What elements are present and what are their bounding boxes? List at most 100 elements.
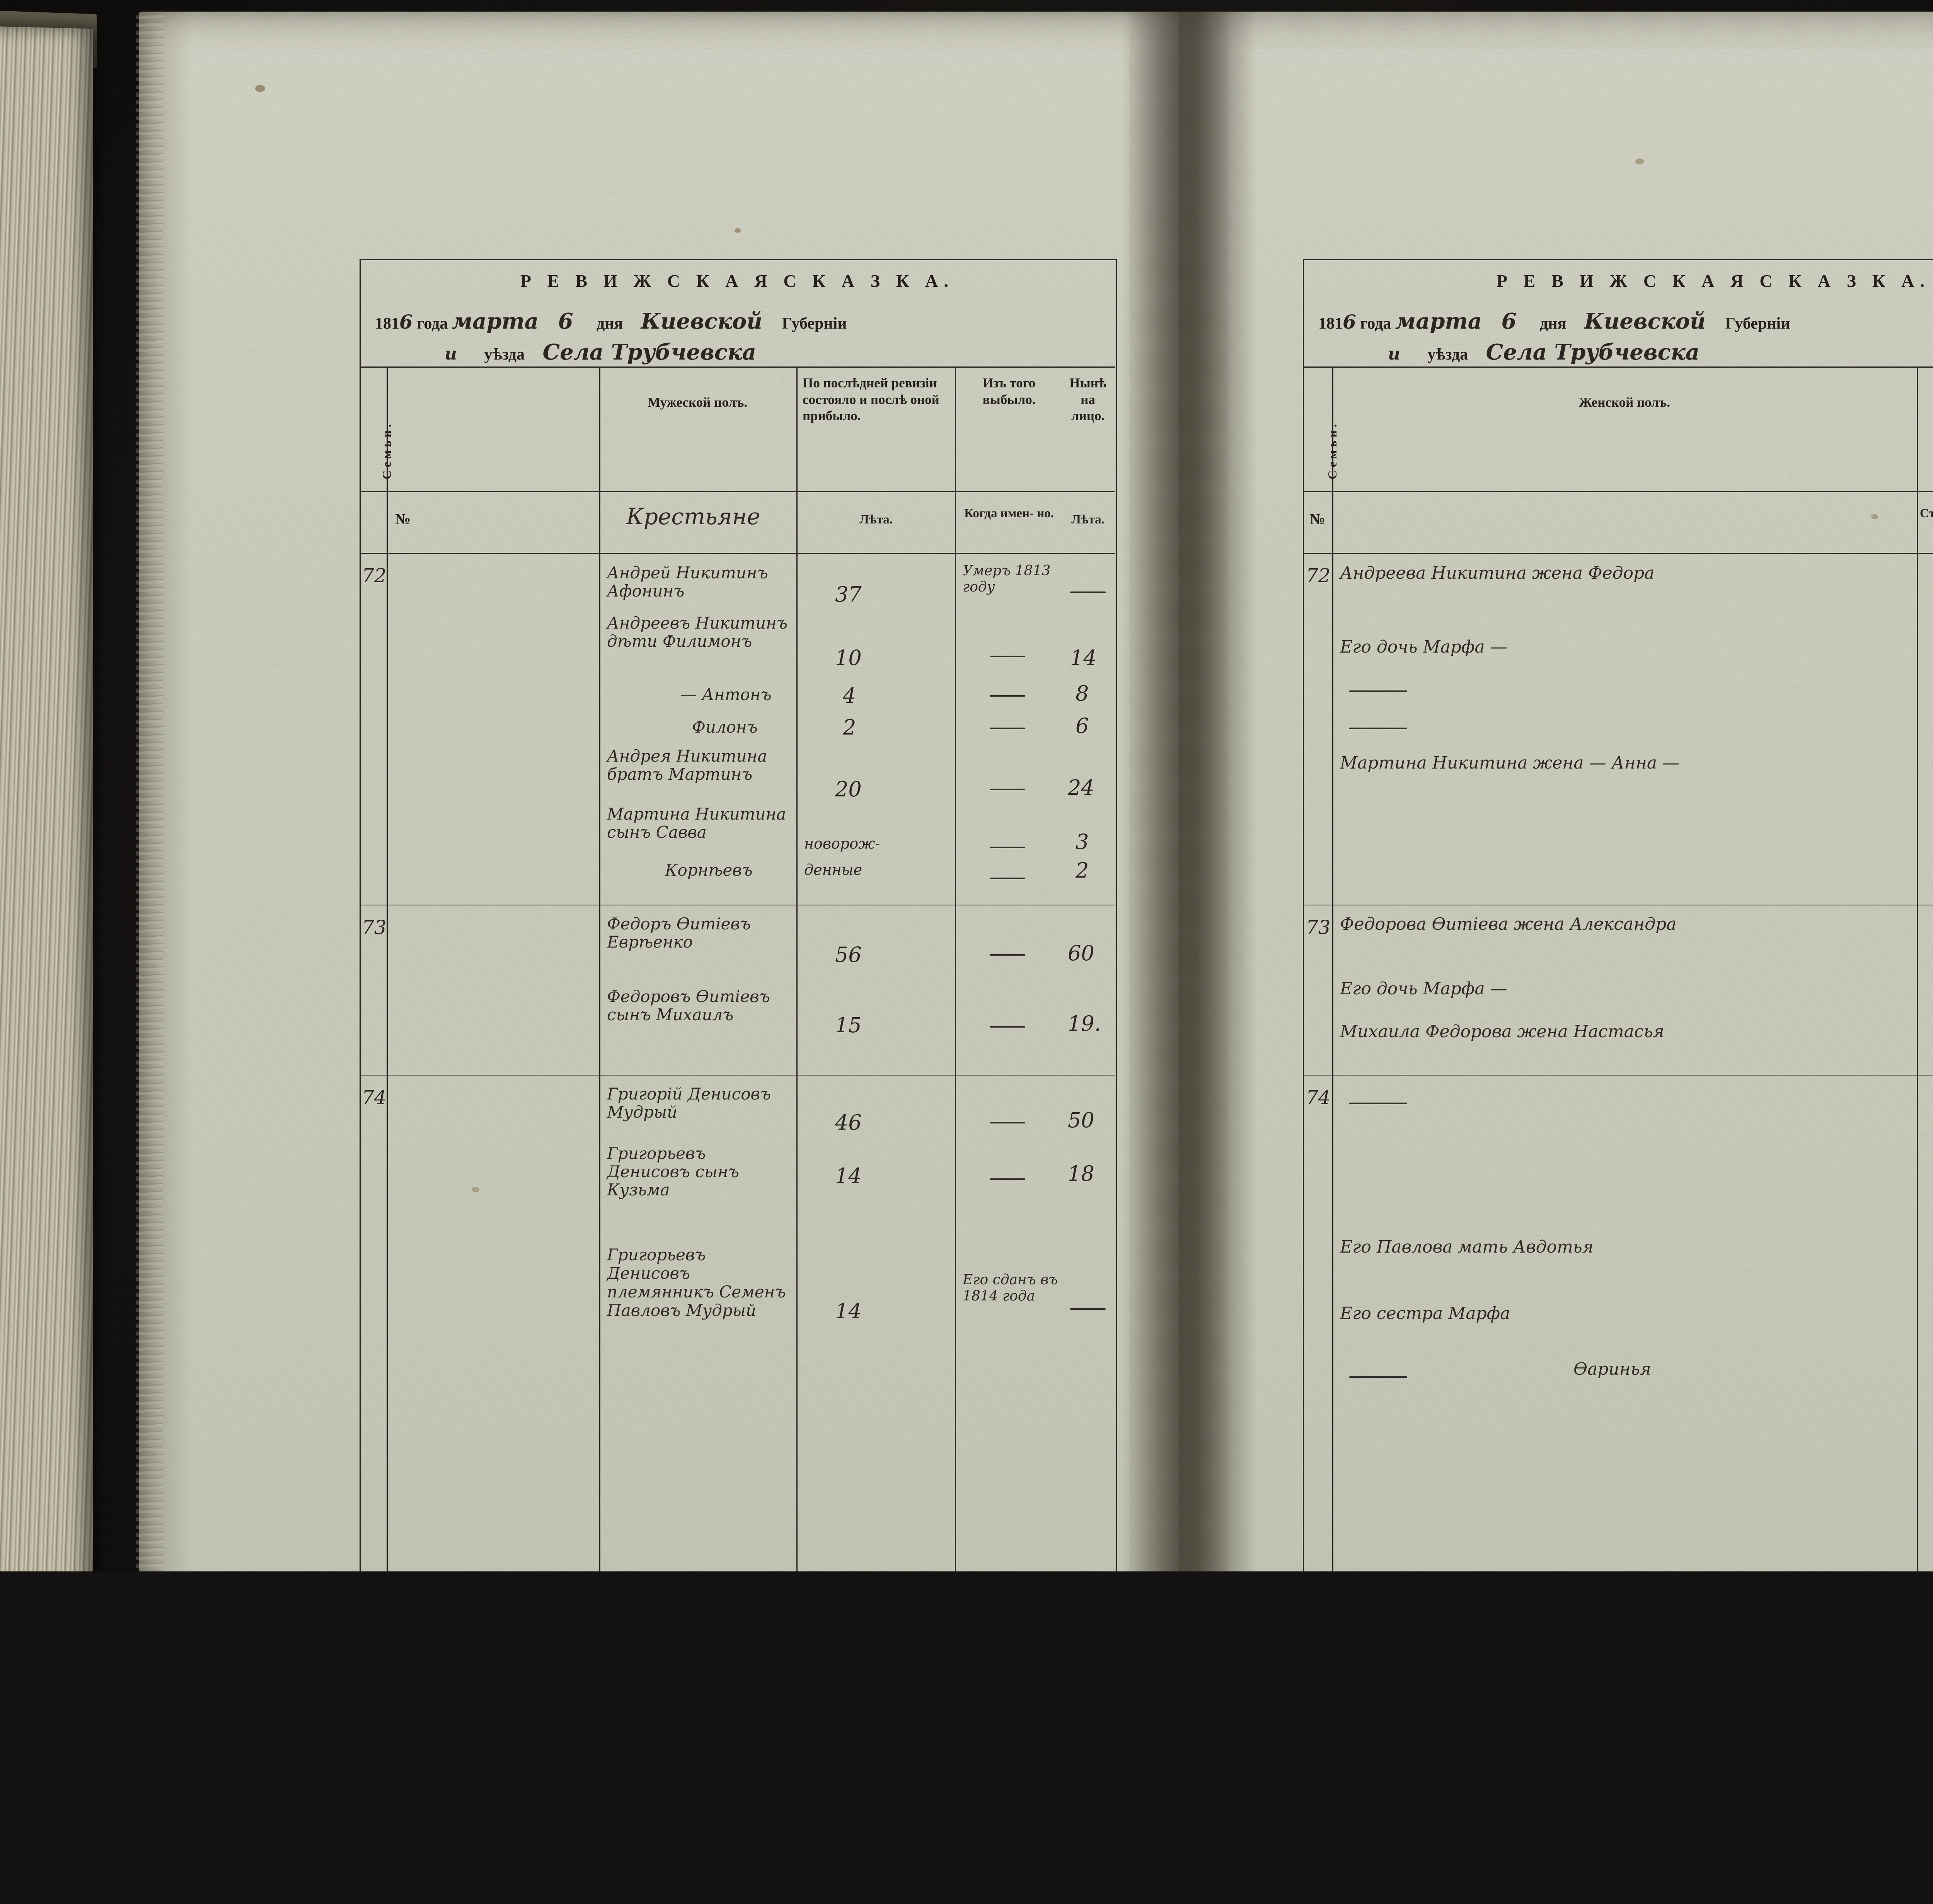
left-total-value: 10	[1070, 1687, 1101, 1716]
right-year-hand: 6	[1343, 310, 1356, 333]
right-family-number: 74	[1306, 1086, 1331, 1109]
left-person-name: Мартина Никитина сынъ Савва	[607, 805, 789, 841]
left-cell-previous: 14	[835, 1164, 862, 1188]
right-person-name: Его дочь Марфа —	[1340, 637, 1893, 657]
left-person-name: Григорьевъ Денисовъ племянникъ Семенъ Па…	[607, 1246, 793, 1320]
left-cell-departed: Умеръ 1813 году	[963, 563, 1059, 596]
right-colhead-rule	[1303, 491, 1933, 492]
left-cell-previous: денные	[804, 861, 862, 878]
left-guberniya-hand: Киевской	[641, 309, 762, 334]
left-label-guberniya: Губерніи	[782, 315, 847, 332]
right-month-hand: марта	[1395, 309, 1482, 334]
left-cell-previous: 10	[835, 646, 862, 670]
left-person-name: Андрей Никитинъ Афонинъ	[607, 564, 789, 600]
left-month-hand: марта	[452, 309, 539, 334]
right-family-rule-73	[1303, 1075, 1933, 1076]
left-cell-departed-dash	[990, 878, 1025, 879]
left-cell-previous: 46	[835, 1110, 862, 1135]
right-row-dash	[1349, 1376, 1407, 1378]
left-subhead-estate-hand: Крестьяне	[626, 503, 760, 530]
right-heading-rule	[1303, 366, 1933, 368]
left-cell-previous: 15	[835, 1013, 862, 1037]
left-cell-previous: 14	[835, 1299, 862, 1323]
left-label-goda: года	[417, 315, 448, 332]
right-bottom-rule	[1303, 1687, 1933, 1688]
right-row-dash	[1349, 690, 1407, 692]
left-cell-departed-dash	[990, 954, 1025, 956]
right-person-name: Мартина Никитина жена — Анна —	[1340, 753, 1893, 773]
left-col-rule-3	[796, 366, 798, 1687]
right-family-number: 72	[1306, 564, 1331, 587]
left-person-name: Корнѣевъ	[665, 861, 753, 880]
paper-stain	[735, 228, 741, 233]
left-revision-table: Р Е В И Ж С К А Я С К А З К А. 1816 года…	[360, 259, 1117, 1689]
right-label-guberniya: Губерніи	[1725, 315, 1790, 332]
left-total-label: И того мужеска пола на лицо.	[665, 1693, 852, 1710]
left-head-sex: Мужеской полъ.	[601, 394, 794, 411]
right-person-name: Его сестра Марфа	[1340, 1304, 1893, 1323]
right-subhead-rule	[1303, 553, 1933, 554]
open-book: 228 182 Р Е В И Ж С К А Я С К А З К А. 1…	[93, 12, 1933, 1879]
left-cell-present: 14	[1070, 646, 1097, 670]
right-col-rule-1	[1332, 366, 1333, 1687]
left-head-previous: По послѣдней ревизіи состояло и послѣ он…	[799, 375, 956, 424]
right-total-label: И того женска пола на лицо.	[1689, 1692, 1868, 1708]
left-year-prefix: 181	[375, 315, 399, 332]
right-head-absent: Во временной отлучкѣ.	[1919, 375, 1933, 408]
paper-stain	[255, 85, 265, 92]
left-label-i: и	[445, 344, 457, 364]
left-cell-present-dash	[1070, 1308, 1106, 1310]
left-cell-departed-dash	[990, 1122, 1025, 1123]
left-col-rule-1	[387, 366, 388, 1687]
left-year-line: 1816 года марта 6 дня Киевской Губерніи	[375, 309, 847, 334]
left-head-family: Семьи.	[380, 421, 394, 479]
left-cell-departed-dash	[990, 789, 1025, 790]
left-cell-previous: 2	[843, 715, 856, 740]
right-revision-table: Р Е В И Ж С К А Я С К А З К А. 1816 года…	[1303, 259, 1933, 1689]
left-cell-departed: Его сданъ въ 1814 года	[963, 1272, 1059, 1305]
right-table-frame	[1303, 259, 1933, 1689]
left-cell-present: 24	[1068, 776, 1094, 800]
left-cell-previous: новорож-	[804, 835, 880, 852]
right-col-rule-2	[1917, 366, 1918, 1687]
right-label-i: и	[1388, 344, 1400, 364]
right-person-name: Его дочь Марфа —	[1340, 979, 1893, 999]
right-guberniya-hand: Киевской	[1584, 309, 1706, 334]
left-subhead-when: Когда имен- но.	[957, 506, 1061, 521]
left-cell-departed-dash	[990, 728, 1025, 729]
right-head-sex: Женской полъ.	[1334, 394, 1915, 411]
left-person-name: Андрея Никитина братъ Мартинъ	[607, 747, 789, 783]
left-cell-present: 60	[1068, 941, 1094, 965]
left-cell-present: 8	[1076, 681, 1089, 706]
left-person-name: Федоровъ Ѳитіевъ сынъ Михаилъ	[607, 987, 789, 1024]
right-label-goda: года	[1360, 315, 1391, 332]
right-row-dash	[1349, 728, 1407, 729]
paper-stain	[1635, 159, 1644, 164]
left-village-hand: Села Трубчевска	[543, 339, 756, 365]
left-uezd-line: и уѣзда Села Трубчевска	[445, 339, 756, 365]
right-person-name: Михаила Федорова жена Настасья	[1340, 1022, 1893, 1041]
right-person-name: Федорова Ѳитіева жена Александра	[1340, 915, 1893, 934]
left-person-name: Андреевъ Никитинъ дѣти Филимонъ	[607, 614, 789, 650]
right-village-hand: Села Трубчевска	[1486, 339, 1699, 365]
left-subhead-years-b: Лѣта.	[1062, 513, 1113, 527]
left-family-number: 72	[362, 564, 387, 587]
left-family-number: 73	[362, 916, 387, 939]
left-cell-departed-dash	[990, 847, 1025, 848]
right-person-name: Ѳаринья	[1573, 1359, 1651, 1379]
left-heading-rule	[360, 366, 1115, 368]
left-cell-previous: 56	[835, 943, 862, 967]
right-person-name: Его Павлова мать Авдотья	[1340, 1237, 1893, 1257]
page-edge-stack	[0, 26, 93, 1823]
right-row-dash	[1349, 1103, 1407, 1104]
left-col-rule-2	[599, 366, 600, 1687]
left-person-name: Федоръ Ѳитіевъ Еврѣенко	[607, 915, 789, 951]
left-year-hand: 6	[399, 310, 413, 333]
left-subhead-rule	[360, 553, 1115, 554]
left-cell-previous: 37	[835, 582, 862, 607]
left-label-uezda: уѣзда	[484, 346, 525, 363]
left-table-frame	[360, 259, 1117, 1689]
left-head-present: Нынѣ на лицо.	[1062, 375, 1113, 424]
left-cell-present-dash	[1070, 591, 1106, 593]
left-cell-present: 19.	[1068, 1011, 1101, 1036]
